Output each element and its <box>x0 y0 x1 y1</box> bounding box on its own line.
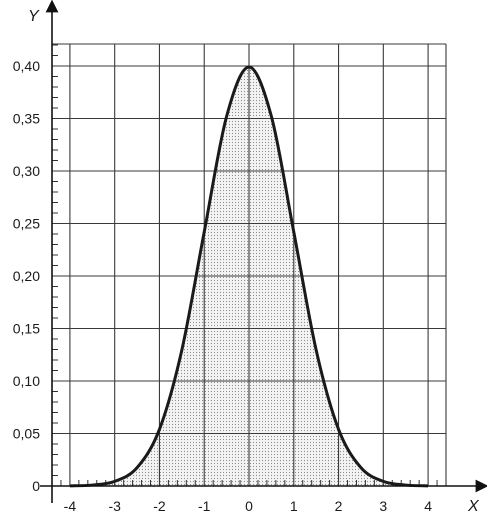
x-tick-label: -2 <box>153 498 166 514</box>
y-tick-label: 0,10 <box>13 373 40 389</box>
y-tick-label: 0,40 <box>13 58 40 74</box>
y-tick-labels: 0 0,05 0,10 0,15 0,20 0,25 0,30 0,35 0,40 <box>13 58 40 494</box>
y-tick-label: 0,20 <box>13 268 40 284</box>
y-axis-label: Y <box>28 8 40 25</box>
x-tick-label: 4 <box>424 498 432 514</box>
grid <box>52 43 447 486</box>
axes <box>40 0 487 503</box>
y-tick-label: 0 <box>32 478 40 494</box>
x-tick-label: -1 <box>198 498 211 514</box>
x-tick-label: 0 <box>245 498 253 514</box>
x-tick-labels: -4 -3 -2 -1 0 1 2 3 4 <box>64 498 433 514</box>
x-tick-label: 2 <box>335 498 343 514</box>
y-tick-label: 0,35 <box>13 111 40 127</box>
curve-layer <box>69 65 429 488</box>
x-tick-label: -4 <box>64 498 77 514</box>
y-tick-label: 0,05 <box>13 426 40 442</box>
y-tick-label: 0,25 <box>13 216 40 232</box>
x-tick-label: -3 <box>108 498 121 514</box>
x-tick-label: 3 <box>379 498 387 514</box>
y-tick-label: 0,30 <box>13 163 40 179</box>
x-axis-label: X <box>467 498 480 515</box>
density-curve <box>69 65 429 488</box>
x-tick-label: 1 <box>290 498 298 514</box>
y-tick-label: 0,15 <box>13 321 40 337</box>
